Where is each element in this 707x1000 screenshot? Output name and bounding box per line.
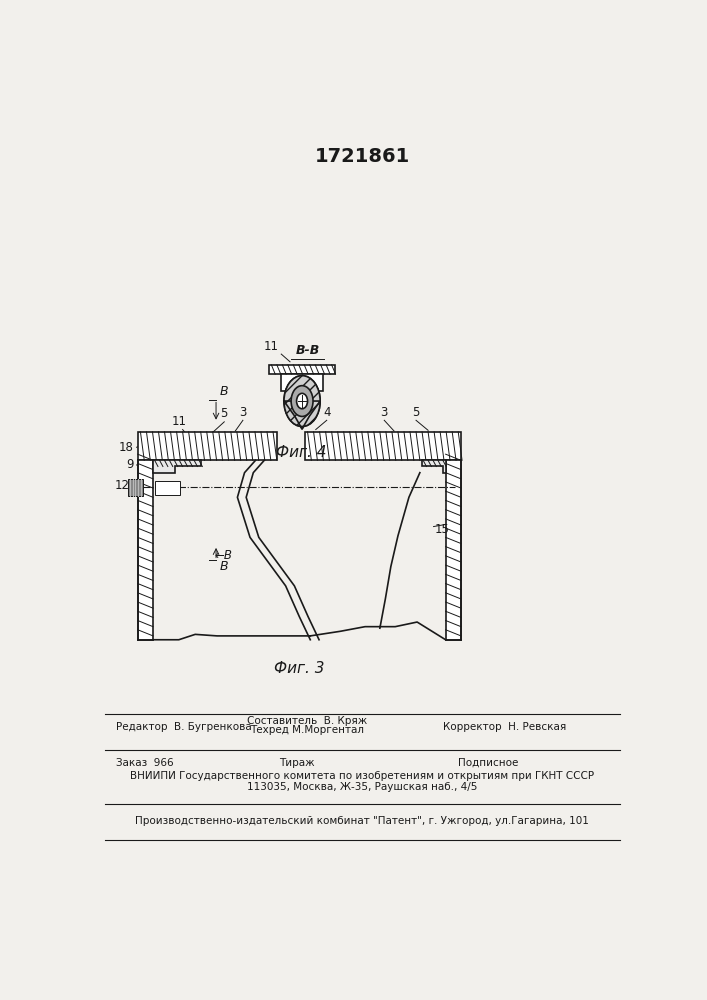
- Text: Подписное: Подписное: [458, 758, 518, 768]
- Text: 3: 3: [239, 406, 247, 419]
- Circle shape: [284, 376, 320, 426]
- Text: ←В: ←В: [214, 549, 233, 562]
- Polygon shape: [138, 460, 153, 640]
- Text: Фиг. 4: Фиг. 4: [276, 445, 326, 460]
- Text: Техред М.Моргентал: Техред М.Моргентал: [250, 725, 365, 735]
- Text: В: В: [219, 385, 228, 398]
- Text: Заказ  966: Заказ 966: [116, 758, 173, 768]
- Bar: [129, 479, 143, 496]
- Text: 11: 11: [171, 415, 186, 428]
- Text: Б-Б: Б-Б: [287, 385, 312, 398]
- Text: 5: 5: [412, 406, 420, 419]
- Text: Составитель  В. Кряж: Составитель В. Кряж: [247, 716, 368, 726]
- Bar: [156, 481, 180, 495]
- Text: Производственно-издательский комбинат "Патент", г. Ужгород, ул.Гагарина, 101: Производственно-издательский комбинат "П…: [136, 816, 589, 826]
- Circle shape: [291, 386, 313, 416]
- Text: Корректор  Н. Ревская: Корректор Н. Ревская: [443, 722, 566, 732]
- Text: 4: 4: [323, 406, 330, 419]
- Text: ВНИИПИ Государственного комитета по изобретениям и открытиям при ГКНТ СССР: ВНИИПИ Государственного комитета по изоб…: [130, 771, 595, 781]
- Text: 11: 11: [264, 340, 279, 353]
- Text: 3: 3: [380, 406, 388, 419]
- Text: 113035, Москва, Ж-35, Раушская наб., 4/5: 113035, Москва, Ж-35, Раушская наб., 4/5: [247, 782, 477, 792]
- Polygon shape: [284, 401, 320, 429]
- Polygon shape: [138, 432, 277, 460]
- Text: 12: 12: [115, 479, 130, 492]
- Polygon shape: [305, 432, 461, 460]
- Polygon shape: [421, 460, 445, 473]
- Text: Редактор  В. Бугренкова: Редактор В. Бугренкова: [116, 722, 252, 732]
- Text: 1721861: 1721861: [315, 147, 410, 166]
- Text: 18: 18: [119, 441, 134, 454]
- Polygon shape: [153, 460, 201, 473]
- Text: 9: 9: [126, 458, 134, 471]
- Text: В: В: [219, 560, 228, 573]
- Circle shape: [284, 376, 320, 426]
- Text: 5: 5: [221, 407, 228, 420]
- Text: Тираж: Тираж: [279, 758, 315, 768]
- Polygon shape: [445, 460, 461, 640]
- Text: В-В: В-В: [296, 344, 320, 357]
- Text: 15: 15: [435, 523, 450, 536]
- Circle shape: [297, 393, 308, 409]
- Text: Фиг. 3: Фиг. 3: [274, 661, 325, 676]
- Polygon shape: [269, 365, 335, 374]
- Polygon shape: [281, 374, 323, 391]
